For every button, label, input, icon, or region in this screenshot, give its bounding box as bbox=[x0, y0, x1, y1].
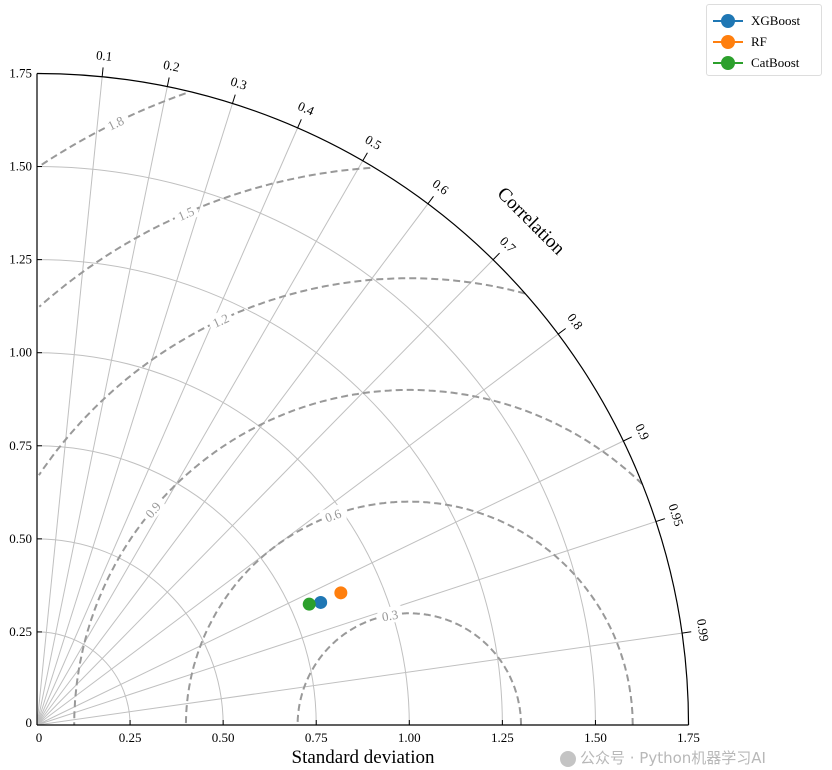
y-tick-label: 0.25 bbox=[9, 624, 32, 639]
y-tick-label: 0.75 bbox=[9, 438, 32, 453]
correlation-grid-line bbox=[36, 259, 494, 726]
correlation-tick-label: 0.7 bbox=[497, 233, 519, 255]
correlation-tick-label: 0.3 bbox=[229, 74, 249, 93]
x-tick-label: 0.25 bbox=[119, 730, 142, 745]
rmsd-label-bg bbox=[318, 503, 347, 527]
wechat-icon bbox=[560, 750, 576, 767]
outer-arc bbox=[36, 72, 690, 726]
rmsd-contour-label: 0.3 bbox=[381, 607, 400, 625]
rmsd-label-bg bbox=[376, 605, 404, 625]
correlation-tick-label: 0.99 bbox=[694, 618, 712, 643]
legend-item-rf: RF bbox=[713, 32, 767, 52]
rmsd-label-bg bbox=[138, 495, 167, 524]
std-grid-arc bbox=[36, 538, 224, 726]
x-tick-label: 1.25 bbox=[491, 730, 514, 745]
y-tick-label: 1.00 bbox=[9, 345, 32, 360]
legend-marker-icon bbox=[713, 53, 743, 73]
correlation-tick bbox=[362, 152, 368, 162]
watermark: 公众号 · Python机器学习AI bbox=[560, 749, 766, 768]
rmsd-contour bbox=[296, 612, 522, 725]
correlation-grid-line bbox=[36, 521, 657, 726]
rmsd-contour bbox=[73, 388, 643, 725]
legend-label: RF bbox=[751, 34, 767, 49]
correlation-tick bbox=[557, 328, 566, 335]
correlation-grid-line bbox=[36, 333, 559, 726]
y-tick-label: 0 bbox=[26, 715, 33, 730]
correlation-grid-line bbox=[36, 160, 364, 726]
correlation-tick bbox=[427, 196, 434, 205]
y-tick-label: 0.50 bbox=[9, 531, 32, 546]
y-tick-label: 1.50 bbox=[9, 159, 32, 174]
correlation-tick bbox=[681, 631, 692, 634]
correlation-tick bbox=[101, 67, 104, 77]
legend-marker-icon bbox=[713, 11, 743, 31]
x-axis-title: Standard deviation bbox=[292, 747, 435, 768]
rmsd-label-bg bbox=[206, 307, 235, 333]
correlation-tick-label: 0.4 bbox=[296, 98, 317, 118]
correlation-grid-line bbox=[36, 103, 233, 726]
correlation-tick bbox=[623, 436, 632, 442]
correlation-tick-label: 0.95 bbox=[665, 502, 686, 528]
rmsd-contour-label: 0.6 bbox=[323, 506, 344, 526]
legend-marker-icon bbox=[713, 32, 743, 52]
legend: XGBoost RF CatBoost bbox=[706, 4, 822, 76]
correlation-grid-line bbox=[36, 76, 103, 726]
x-tick-label: 0 bbox=[36, 730, 43, 745]
std-grid-arc bbox=[36, 259, 503, 726]
watermark-text: 公众号 · Python机器学习AI bbox=[580, 749, 766, 767]
rmsd-label-bg bbox=[171, 201, 200, 226]
data-point-xgboost bbox=[314, 595, 328, 609]
x-tick-label: 0.50 bbox=[212, 730, 235, 745]
correlation-tick bbox=[297, 119, 302, 129]
x-tick-label: 1.50 bbox=[584, 730, 607, 745]
rmsd-contour bbox=[38, 277, 526, 476]
correlation-tick bbox=[166, 77, 170, 87]
correlation-tick bbox=[655, 518, 665, 523]
correlation-grid-line bbox=[36, 632, 683, 726]
correlation-grid-line bbox=[36, 440, 624, 726]
correlation-grid-line bbox=[36, 86, 168, 726]
legend-label: CatBoost bbox=[751, 55, 800, 70]
rmsd-label-bg bbox=[101, 110, 130, 136]
correlation-tick-label: 0.8 bbox=[564, 310, 586, 332]
correlation-grid-line bbox=[36, 203, 429, 726]
correlation-tick-label: 0.1 bbox=[95, 47, 113, 64]
rmsd-contour-label: 1.5 bbox=[175, 204, 196, 224]
rmsd-contour bbox=[184, 500, 634, 725]
legend-item-xgboost: XGBoost bbox=[713, 11, 800, 31]
correlation-tick bbox=[492, 252, 500, 261]
correlation-tick-label: 0.5 bbox=[363, 132, 385, 153]
x-tick-label: 1.75 bbox=[677, 730, 700, 745]
legend-item-catboost: CatBoost bbox=[713, 53, 799, 73]
correlation-tick-label: 0.6 bbox=[430, 176, 452, 198]
std-grid-arc bbox=[36, 166, 596, 726]
x-tick-label: 0.75 bbox=[305, 730, 328, 745]
std-grid-arc bbox=[36, 445, 317, 726]
correlation-grid-line bbox=[36, 127, 299, 726]
y-tick-label: 1.25 bbox=[9, 252, 32, 267]
legend-label: XGBoost bbox=[751, 13, 801, 28]
correlation-tick-label: 0.9 bbox=[632, 421, 653, 442]
rmsd-contour-label: 1.2 bbox=[210, 310, 231, 330]
std-grid-arc bbox=[36, 352, 410, 726]
correlation-tick-label: 0.2 bbox=[162, 57, 181, 75]
rmsd-contour bbox=[38, 166, 371, 308]
x-tick-label: 1.00 bbox=[398, 730, 421, 745]
y-tick-label: 1.75 bbox=[9, 65, 32, 80]
correlation-tick bbox=[231, 94, 236, 104]
data-point-catboost bbox=[302, 597, 316, 611]
rmsd-contour-label: 1.8 bbox=[105, 113, 126, 134]
data-point-rf bbox=[334, 586, 348, 600]
